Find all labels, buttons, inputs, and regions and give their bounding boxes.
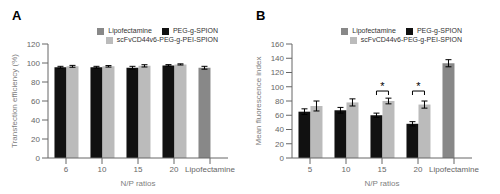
svg-text:15: 15 [378,165,387,174]
svg-text:N/P ratios: N/P ratios [365,179,400,186]
svg-text:60: 60 [31,97,40,106]
svg-text:0: 0 [280,154,285,163]
svg-text:20: 20 [414,165,423,174]
svg-text:160: 160 [271,40,285,49]
svg-text:Lipofectamine: Lipofectamine [429,165,479,174]
svg-text:6: 6 [64,165,69,174]
html-text:PEG-g-SPION: PEG-g-SPION [416,27,462,34]
html-text:PEG-g-SPION: PEG-g-SPION [172,27,218,34]
svg-text:20: 20 [170,165,179,174]
svg-text:40: 40 [275,125,284,134]
html-text:Lipofectamine: Lipofectamine [108,27,152,34]
svg-text:20: 20 [31,135,40,144]
svg-text:Transfection efficiency (%): Transfection efficiency (%) [10,54,19,148]
html-text:B: B [256,8,266,23]
svg-text:80: 80 [275,97,284,106]
svg-text:Mean fluorescence index: Mean fluorescence index [254,57,263,146]
svg-text:10: 10 [342,165,351,174]
svg-text:0: 0 [36,154,41,163]
svg-text:Lipofectamine: Lipofectamine [185,165,235,174]
svg-text:5: 5 [308,165,313,174]
svg-text:N/P ratios: N/P ratios [121,179,156,186]
svg-text:60: 60 [275,111,284,120]
svg-text:10: 10 [98,165,107,174]
svg-text:80: 80 [31,78,40,87]
svg-text:100: 100 [27,59,41,68]
html-text:scFvCD44v6-PEG-g-PEI-SPION: scFvCD44v6-PEG-g-PEI-SPION [360,36,462,43]
svg-text:*: * [380,80,385,92]
svg-text:120: 120 [27,40,41,49]
svg-text:20: 20 [275,140,284,149]
html-text:scFvCD44v6-PEG-g-PEI-SPION: scFvCD44v6-PEG-g-PEI-SPION [116,36,218,43]
html-text:A: A [12,8,22,23]
svg-text:40: 40 [31,116,40,125]
svg-text:140: 140 [271,54,285,63]
svg-text:15: 15 [134,165,143,174]
svg-text:120: 120 [271,68,285,77]
svg-text:100: 100 [271,83,285,92]
svg-text:*: * [416,80,421,92]
html-text:Lipofectamine: Lipofectamine [352,27,396,34]
